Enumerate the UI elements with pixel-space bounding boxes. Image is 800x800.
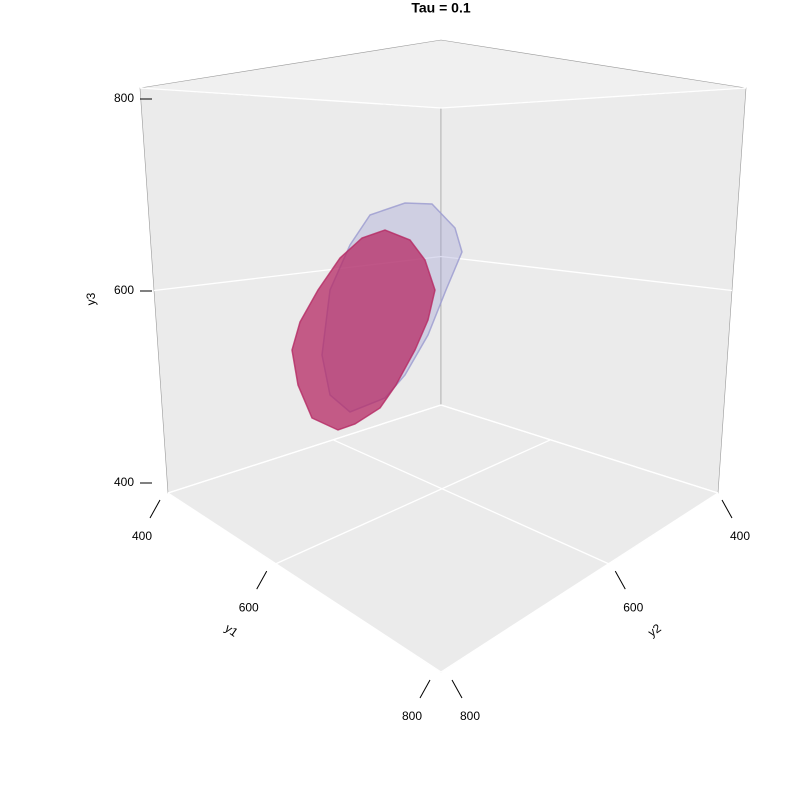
grid-line — [275, 439, 551, 565]
z-tick-label: 800 — [114, 91, 134, 105]
z-axis-label: y3 — [84, 292, 98, 305]
grid-line — [440, 404, 719, 494]
tick-mark — [721, 499, 733, 519]
y-tick-label: 800 — [460, 709, 480, 723]
grid-line — [440, 492, 719, 673]
z-tick-label: 600 — [114, 283, 134, 297]
y-axis-label: y2 — [645, 621, 664, 640]
y-tick-label: 400 — [730, 529, 750, 543]
grid-line — [332, 439, 609, 565]
x-tick-label: 600 — [239, 600, 259, 614]
grid-line — [167, 492, 442, 673]
y-tick-label: 600 — [623, 600, 643, 614]
tick-mark — [149, 499, 161, 519]
tick-mark — [256, 570, 268, 590]
tick-mark — [614, 570, 626, 590]
tick-mark — [419, 679, 431, 699]
x-tick-label: 400 — [132, 529, 152, 543]
grid-line — [139, 87, 747, 109]
tick-mark — [451, 679, 463, 699]
x-axis-label: y1 — [222, 621, 241, 640]
z-tick-label: 400 — [114, 475, 134, 489]
x-tick-label: 800 — [402, 709, 422, 723]
surface — [291, 229, 436, 431]
grid-line — [153, 255, 733, 292]
grid-line — [167, 404, 442, 494]
chart-title: Tau = 0.1 — [411, 0, 470, 16]
